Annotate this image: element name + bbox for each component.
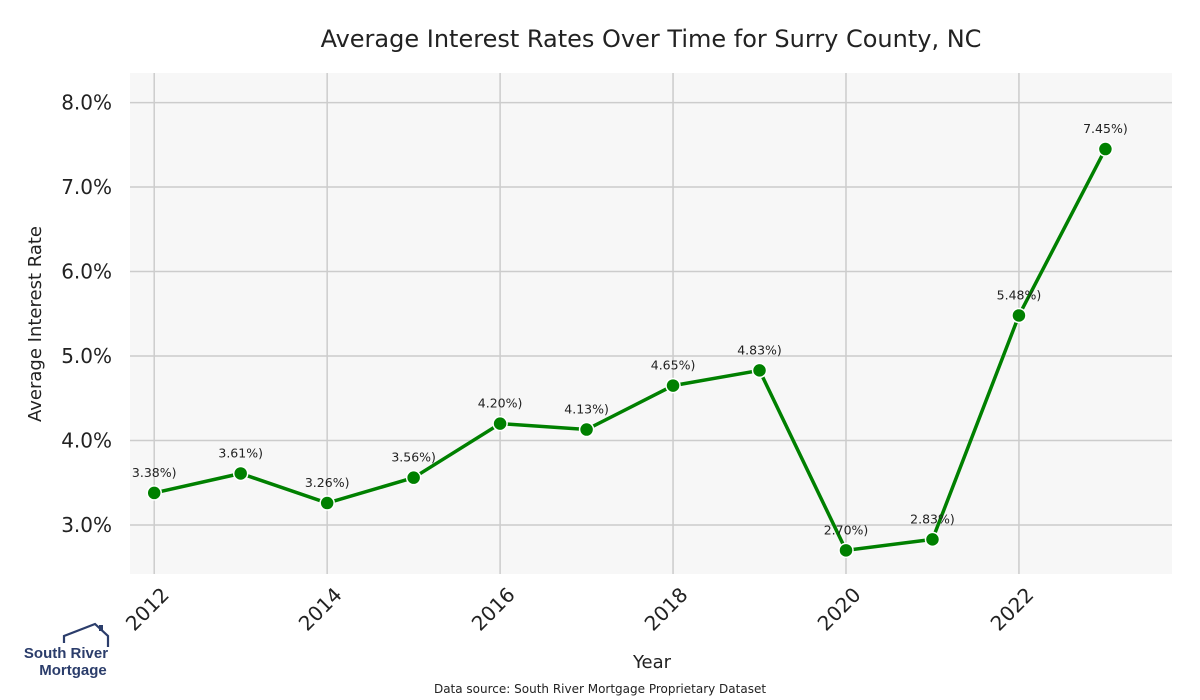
- logo-text-line2: Mortgage: [39, 662, 107, 679]
- data-label: 4.83%): [737, 342, 782, 357]
- data-points: [146, 141, 1114, 559]
- x-tick-label: 2012: [121, 583, 174, 636]
- logo-text-line1: South River: [24, 645, 108, 662]
- y-tick-label: 8.0%: [61, 91, 112, 115]
- y-tick-label: 4.0%: [61, 429, 112, 453]
- y-tick-label: 7.0%: [61, 175, 112, 199]
- y-tick-label: 5.0%: [61, 344, 112, 368]
- y-axis-label: Average Interest Rate: [25, 226, 46, 422]
- company-logo: South River Mortgage: [24, 622, 110, 679]
- data-point: [492, 415, 508, 432]
- data-point: [319, 495, 335, 511]
- x-tick-label: 2018: [640, 583, 693, 636]
- plot-area: [130, 73, 1172, 574]
- data-label: 4.13%): [564, 402, 609, 417]
- data-label: 2.83%): [910, 511, 955, 526]
- x-tick-label: 2014: [294, 583, 347, 636]
- data-point: [405, 469, 422, 486]
- data-point: [1097, 141, 1114, 157]
- data-point: [1011, 307, 1027, 324]
- data-point: [751, 362, 768, 379]
- data-point: [232, 465, 249, 482]
- chart-title: Average Interest Rates Over Time for Sur…: [321, 25, 982, 53]
- data-label: 4.65%): [651, 358, 696, 373]
- data-point: [838, 542, 854, 559]
- y-axis-ticks: 3.0% 4.0% 5.0% 6.0% 7.0% 8.0%: [61, 91, 112, 537]
- house-roof-icon: [62, 622, 110, 647]
- x-tick-label: 2022: [986, 583, 1039, 636]
- grid: [130, 73, 1172, 574]
- data-label: 7.45%): [1083, 121, 1128, 136]
- data-source-note: Data source: South River Mortgage Propri…: [434, 682, 766, 696]
- data-point: [924, 531, 941, 548]
- data-point: [578, 421, 595, 438]
- x-axis-ticks: 2012 2014 2016 2018 2020 2022: [121, 583, 1039, 636]
- data-label: 3.56%): [391, 450, 436, 465]
- y-tick-label: 3.0%: [61, 513, 112, 537]
- x-tick-label: 2016: [467, 583, 520, 636]
- data-point: [665, 377, 681, 394]
- data-labels: 3.38%) 3.61%) 3.26%) 3.56%) 4.20%) 4.13%) 4.65…: [132, 121, 1128, 537]
- x-axis-label: Year: [632, 652, 672, 673]
- data-point: [146, 485, 162, 501]
- data-label: 2.70%): [824, 522, 869, 537]
- data-label: 5.48%): [997, 287, 1042, 302]
- data-label: 4.20%): [478, 396, 523, 411]
- series-line: [153, 148, 1107, 553]
- data-label: 3.38%): [132, 465, 177, 480]
- data-label: 3.61%): [218, 445, 263, 460]
- x-tick-label: 2020: [813, 583, 866, 636]
- data-label: 3.26%): [305, 475, 350, 490]
- y-tick-label: 6.0%: [61, 260, 112, 284]
- chimney-icon: [99, 625, 103, 631]
